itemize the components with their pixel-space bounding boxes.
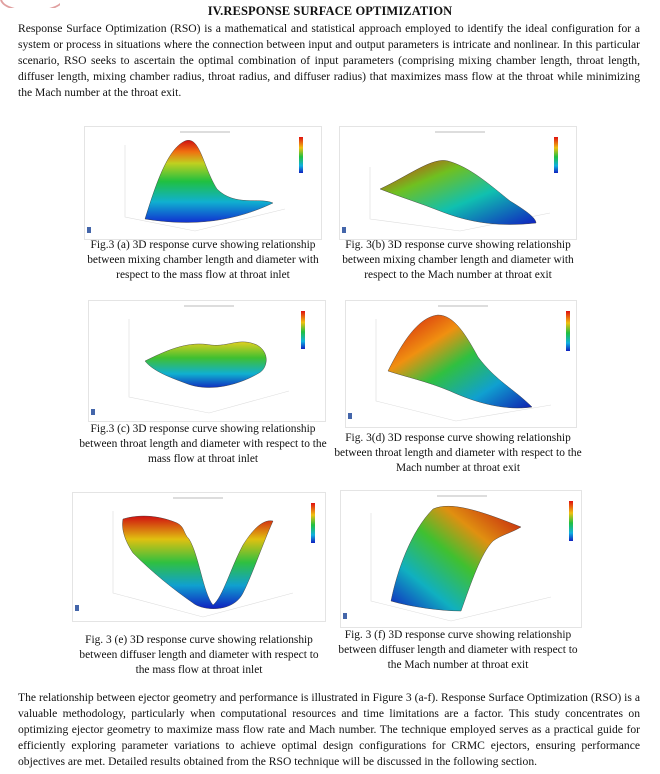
figure-3c-plot [88, 300, 326, 422]
figure-3b-plot [339, 126, 577, 240]
intro-paragraph: Response Surface Optimization (RSO) is a… [18, 22, 640, 99]
figure-3a-caption: Fig.3 (a) 3D response curve showing rela… [87, 239, 319, 281]
figure-3f-plot [340, 490, 582, 628]
figure-3b-caption: Fig. 3(b) 3D response curve showing rela… [342, 239, 574, 281]
section-title: IV.RESPONSE SURFACE OPTIMIZATION [207, 4, 453, 18]
conclusion-paragraph: The relationship between ejector geometr… [18, 691, 640, 768]
figure-3d-plot [345, 300, 577, 428]
figure-3e-caption: Fig. 3 (e) 3D response curve showing rel… [79, 634, 319, 676]
figure-3f-caption: Fig. 3 (f) 3D response curve showing rel… [338, 629, 578, 671]
figure-3e-plot [72, 492, 326, 622]
figure-3c-caption: Fig.3 (c) 3D response curve showing rela… [79, 423, 327, 465]
figure-3d-caption: Fig. 3(d) 3D response curve showing rela… [334, 432, 582, 474]
page-edge-mark [0, 0, 60, 8]
figure-3a-plot [84, 126, 322, 240]
